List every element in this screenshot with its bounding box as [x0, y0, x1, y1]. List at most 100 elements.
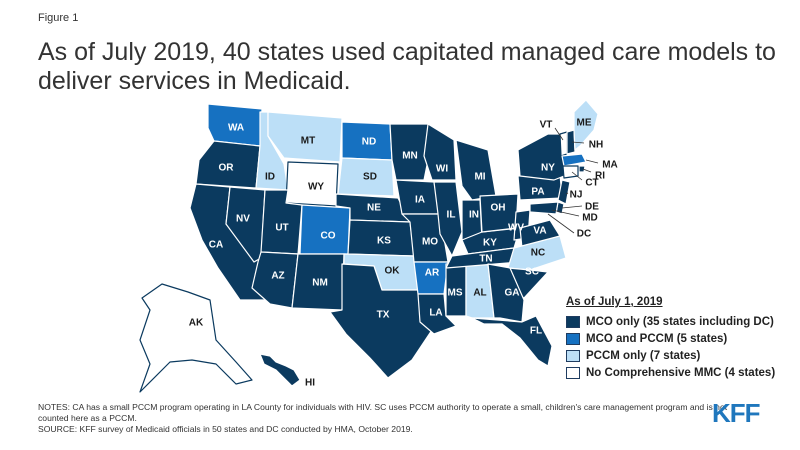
state-label-mn: MN	[402, 151, 418, 162]
legend-swatch-mco-and-pccm	[566, 333, 580, 345]
state-label-ks: KS	[377, 236, 391, 247]
state-label-or: OR	[219, 163, 235, 174]
state-label-ga: GA	[505, 288, 520, 299]
state-label-ms: MS	[448, 288, 463, 299]
legend-swatch-pccm-only	[566, 350, 580, 362]
legend-label: No Comprehensive MMC (4 states)	[586, 367, 776, 379]
leader-line-nh	[571, 141, 585, 144]
state-label-la: LA	[429, 308, 442, 319]
kff-logo: KFF	[712, 398, 761, 428]
state-label-mt: MT	[301, 136, 315, 147]
leader-line-md	[551, 209, 580, 217]
legend-swatch-no-mmc	[566, 367, 580, 379]
state-nv	[225, 186, 266, 263]
state-label-wy: WY	[308, 182, 324, 193]
state-fl	[471, 315, 553, 367]
state-label-nj: NJ	[570, 190, 583, 201]
state-label-id: ID	[265, 172, 275, 183]
legend-label: MCO only (35 states including DC)	[586, 316, 774, 328]
state-label-ar: AR	[425, 268, 440, 279]
state-label-va: VA	[533, 226, 546, 237]
state-label-ak: AK	[189, 318, 204, 329]
state-label-tn: TN	[479, 254, 492, 265]
leader-line-ri	[582, 168, 592, 173]
state-label-me: ME	[577, 118, 592, 129]
state-label-tx: TX	[377, 310, 390, 321]
state-label-ok: OK	[385, 266, 401, 277]
legend-item-mco-only: MCO only (35 states including DC)	[566, 314, 796, 330]
state-label-nm: NM	[312, 278, 328, 289]
legend-label: PCCM only (7 states)	[586, 350, 701, 362]
legend-item-no-mmc: No Comprehensive MMC (4 states)	[566, 365, 796, 381]
state-label-wi: WI	[436, 164, 448, 175]
state-mi	[455, 139, 497, 201]
state-label-wa: WA	[228, 123, 244, 134]
state-label-oh: OH	[491, 203, 506, 214]
state-label-ct: CT	[585, 178, 598, 189]
state-label-ky: KY	[483, 238, 497, 249]
state-la	[417, 293, 457, 335]
state-label-hi: HI	[305, 378, 315, 389]
legend-title: As of July 1, 2019	[566, 296, 663, 308]
state-or	[195, 140, 261, 189]
leader-line-ct	[571, 171, 583, 181]
state-label-ri: RI	[595, 171, 605, 182]
state-label-nv: NV	[236, 214, 250, 225]
state-label-co: CO	[321, 231, 336, 242]
figure-label: Figure 1	[38, 12, 79, 24]
notes-text: NOTES: CA has a small PCCM program opera…	[38, 402, 728, 423]
state-label-md: MD	[582, 213, 598, 224]
notes: NOTES: CA has a small PCCM program opera…	[38, 402, 728, 435]
state-label-nd: ND	[362, 137, 376, 148]
state-label-in: IN	[469, 210, 479, 221]
state-label-sc: SC	[525, 267, 539, 278]
source-text: SOURCE: KFF survey of Medicaid officials…	[38, 424, 413, 434]
state-label-az: AZ	[271, 271, 284, 282]
legend: As of July 1, 2019 MCO only (35 states i…	[566, 296, 796, 382]
leader-line-vt	[554, 127, 564, 141]
state-label-mi: MI	[474, 172, 485, 183]
legend-label: MCO and PCCM (5 states)	[586, 333, 728, 345]
leader-line-de	[561, 205, 583, 209]
state-me	[573, 99, 599, 151]
leader-line-dc	[547, 213, 575, 234]
state-label-nc: NC	[531, 248, 545, 259]
state-label-sd: SD	[363, 172, 377, 183]
state-sd	[337, 157, 395, 197]
state-label-il: IL	[447, 210, 456, 221]
state-label-de: DE	[585, 202, 599, 213]
leader-line-nj	[565, 192, 569, 195]
state-co	[299, 204, 351, 255]
state-label-ne: NE	[367, 203, 381, 214]
state-ak	[139, 283, 253, 393]
state-label-fl: FL	[530, 326, 542, 337]
state-nh	[566, 129, 576, 155]
state-label-wv: WV	[508, 223, 524, 234]
legend-item-pccm-only: PCCM only (7 states)	[566, 348, 796, 364]
state-label-mo: MO	[422, 237, 438, 248]
state-hi	[259, 353, 301, 387]
state-label-dc: DC	[577, 229, 591, 240]
state-tx	[329, 263, 435, 379]
state-label-ut: UT	[275, 223, 288, 234]
state-label-vt: VT	[540, 120, 553, 131]
state-ma	[561, 153, 587, 167]
state-label-ny: NY	[541, 163, 555, 174]
state-nj	[557, 179, 571, 205]
page-title: As of July 2019, 40 states used capitate…	[38, 38, 776, 95]
state-label-al: AL	[473, 288, 486, 299]
legend-swatch-mco-only	[566, 316, 580, 328]
leader-line-ma	[585, 159, 599, 164]
state-label-ia: IA	[415, 195, 425, 206]
state-label-pa: PA	[531, 187, 544, 198]
state-ri	[578, 165, 586, 173]
state-md	[529, 201, 559, 215]
legend-item-mco-and-pccm: MCO and PCCM (5 states)	[566, 331, 796, 347]
state-label-nh: NH	[589, 140, 603, 151]
state-wi	[423, 123, 457, 181]
state-nc	[507, 235, 567, 271]
state-label-ca: CA	[209, 240, 223, 251]
state-label-ma: MA	[602, 160, 618, 171]
state-ct	[562, 165, 579, 179]
